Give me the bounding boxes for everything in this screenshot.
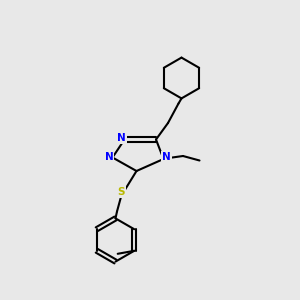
- Text: N: N: [117, 133, 126, 143]
- Text: N: N: [104, 152, 113, 163]
- Text: N: N: [162, 152, 171, 163]
- Text: S: S: [117, 187, 125, 197]
